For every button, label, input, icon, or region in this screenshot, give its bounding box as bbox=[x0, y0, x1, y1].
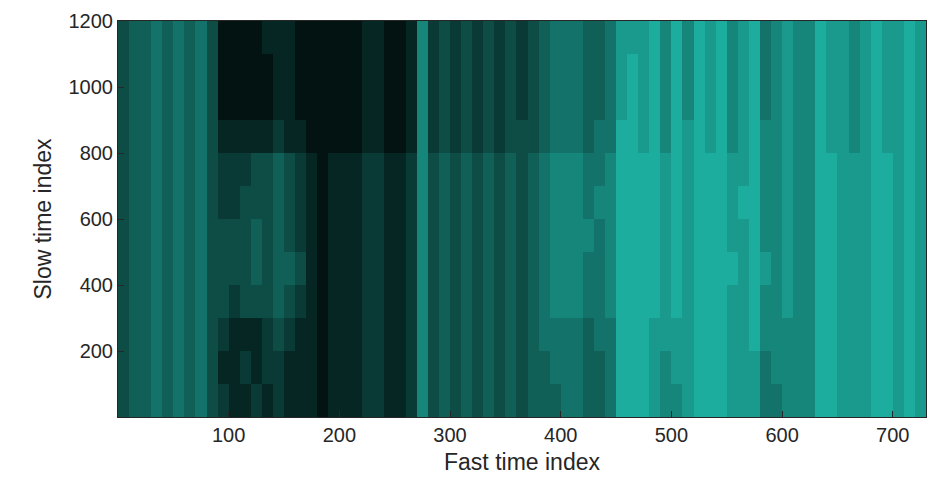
svg-text:Fast time index: Fast time index bbox=[444, 449, 600, 475]
svg-text:400: 400 bbox=[80, 274, 113, 296]
svg-text:1000: 1000 bbox=[69, 76, 114, 98]
svg-text:300: 300 bbox=[433, 424, 466, 446]
svg-text:800: 800 bbox=[80, 142, 113, 164]
svg-text:500: 500 bbox=[655, 424, 688, 446]
svg-text:400: 400 bbox=[544, 424, 577, 446]
svg-text:1200: 1200 bbox=[69, 10, 114, 32]
svg-text:600: 600 bbox=[765, 424, 798, 446]
svg-text:100: 100 bbox=[212, 424, 245, 446]
svg-text:700: 700 bbox=[876, 424, 909, 446]
svg-text:200: 200 bbox=[323, 424, 356, 446]
svg-text:200: 200 bbox=[80, 340, 113, 362]
svg-text:600: 600 bbox=[80, 208, 113, 230]
svg-text:Slow time index: Slow time index bbox=[30, 138, 56, 300]
